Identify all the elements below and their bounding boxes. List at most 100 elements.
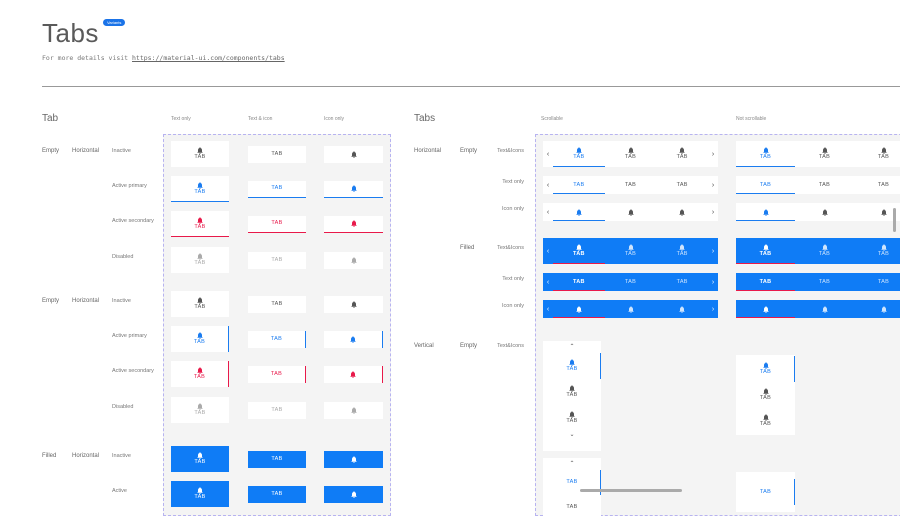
- tab-both-active[interactable]: TAB: [171, 481, 229, 507]
- tab-both-active-secondary[interactable]: TAB: [171, 211, 229, 237]
- chevron-right-icon[interactable]: ›: [711, 150, 715, 158]
- tab[interactable]: TAB: [795, 238, 854, 264]
- docs-link[interactable]: https://material-ui.com/components/tabs: [132, 54, 285, 62]
- tab[interactable]: TAB: [854, 273, 900, 291]
- tab-icon-inactive[interactable]: [324, 295, 383, 313]
- tab[interactable]: TAB: [795, 273, 854, 291]
- bell-icon: [821, 305, 828, 313]
- tab[interactable]: TAB: [553, 141, 605, 167]
- tab[interactable]: [854, 203, 900, 221]
- bell-icon: [350, 370, 356, 378]
- tab[interactable]: TAB: [656, 176, 708, 194]
- tab-both-disabled[interactable]: TAB: [171, 247, 229, 273]
- tab-text-active[interactable]: TAB: [248, 485, 306, 503]
- tab[interactable]: [795, 203, 854, 221]
- tab[interactable]: TAB: [543, 495, 601, 520]
- tab[interactable]: TAB: [553, 238, 605, 264]
- tab[interactable]: TAB: [736, 176, 795, 194]
- tab[interactable]: TAB: [736, 479, 795, 505]
- tab-text-active-primary[interactable]: TAB: [248, 330, 306, 348]
- tab[interactable]: TAB: [656, 141, 708, 167]
- tab[interactable]: [854, 300, 900, 318]
- tab[interactable]: [736, 300, 795, 318]
- chevron-left-icon[interactable]: ‹: [546, 208, 550, 216]
- tab-icon-active-primary[interactable]: [324, 180, 383, 198]
- tab[interactable]: TAB: [543, 379, 601, 405]
- tab[interactable]: TAB: [854, 238, 900, 264]
- tab[interactable]: TAB: [553, 176, 605, 194]
- tab[interactable]: TAB: [543, 353, 601, 379]
- vertical-scrollbar[interactable]: [893, 208, 896, 232]
- horizontal-scrollbar[interactable]: [580, 489, 682, 492]
- chevron-left-icon[interactable]: ‹: [546, 278, 550, 286]
- tab[interactable]: TAB: [543, 469, 601, 495]
- tab-label: TAB: [566, 366, 578, 372]
- chevron-up-icon[interactable]: ⌃: [569, 461, 575, 467]
- tab[interactable]: TAB: [605, 238, 657, 264]
- tab-both-inactive[interactable]: TAB: [171, 446, 229, 472]
- tab-both-inactive[interactable]: TAB: [171, 291, 229, 317]
- chevron-left-icon[interactable]: ‹: [546, 305, 550, 313]
- tab-icon-disabled[interactable]: [324, 401, 383, 419]
- page-subtitle: For more details visit https://material-…: [42, 54, 285, 62]
- tab-both-active-secondary[interactable]: TAB: [171, 361, 229, 387]
- chevron-left-icon[interactable]: ‹: [546, 150, 550, 158]
- tab[interactable]: TAB: [854, 141, 900, 167]
- tab[interactable]: [736, 203, 795, 221]
- tab-both-disabled[interactable]: TAB: [171, 397, 229, 423]
- tab-icon-active-secondary[interactable]: [324, 215, 383, 233]
- tab[interactable]: TAB: [736, 273, 795, 291]
- tab-icon-active[interactable]: [324, 485, 383, 503]
- tab[interactable]: TAB: [736, 356, 795, 382]
- chevron-left-icon[interactable]: ‹: [546, 247, 550, 255]
- tab-section-title: Tab: [42, 113, 59, 124]
- tab-both-inactive[interactable]: TAB: [171, 141, 229, 167]
- chevron-left-icon[interactable]: ‹: [546, 181, 550, 189]
- tab-label: TAB: [566, 392, 578, 398]
- tab[interactable]: [656, 203, 708, 221]
- chevron-right-icon[interactable]: ›: [711, 208, 715, 216]
- tab-icon-active-primary[interactable]: [324, 330, 383, 348]
- tab[interactable]: TAB: [736, 382, 795, 408]
- tab[interactable]: TAB: [736, 408, 795, 434]
- tab[interactable]: TAB: [605, 176, 657, 194]
- tab[interactable]: TAB: [605, 273, 657, 291]
- tab[interactable]: TAB: [854, 176, 900, 194]
- tab-both-active-primary[interactable]: TAB: [171, 176, 229, 202]
- chevron-down-icon[interactable]: ⌄: [569, 432, 575, 438]
- tab-text-disabled[interactable]: TAB: [248, 251, 306, 269]
- tab[interactable]: TAB: [656, 238, 708, 264]
- tab[interactable]: TAB: [736, 238, 795, 264]
- tab-icon-inactive[interactable]: [324, 450, 383, 468]
- tab[interactable]: [605, 300, 657, 318]
- tab-text-active-secondary[interactable]: TAB: [248, 215, 306, 233]
- tab[interactable]: [553, 300, 605, 318]
- chevron-right-icon[interactable]: ›: [711, 278, 715, 286]
- tab[interactable]: TAB: [605, 141, 657, 167]
- tab[interactable]: [795, 300, 854, 318]
- tab[interactable]: [656, 300, 708, 318]
- tab[interactable]: TAB: [543, 405, 601, 431]
- chevron-right-icon[interactable]: ›: [711, 305, 715, 313]
- chevron-right-icon[interactable]: ›: [711, 247, 715, 255]
- tab-both-active-primary[interactable]: TAB: [171, 326, 229, 352]
- bell-icon: [762, 208, 769, 216]
- tab[interactable]: TAB: [795, 176, 854, 194]
- tab-text-active-secondary[interactable]: TAB: [248, 365, 306, 383]
- tab[interactable]: [553, 203, 605, 221]
- tab[interactable]: TAB: [656, 273, 708, 291]
- tab-text-inactive[interactable]: TAB: [248, 450, 306, 468]
- chevron-up-icon[interactable]: ⌃: [569, 344, 575, 350]
- tab[interactable]: [605, 203, 657, 221]
- tab[interactable]: TAB: [553, 273, 605, 291]
- tab[interactable]: TAB: [795, 141, 854, 167]
- tab[interactable]: TAB: [736, 141, 795, 167]
- tab-icon-active-secondary[interactable]: [324, 365, 383, 383]
- tab-text-disabled[interactable]: TAB: [248, 401, 306, 419]
- tab-icon-disabled[interactable]: [324, 251, 383, 269]
- tab-text-inactive[interactable]: TAB: [248, 145, 306, 163]
- tab-text-inactive[interactable]: TAB: [248, 295, 306, 313]
- chevron-right-icon[interactable]: ›: [711, 181, 715, 189]
- tab-text-active-primary[interactable]: TAB: [248, 180, 306, 198]
- tab-icon-inactive[interactable]: [324, 145, 383, 163]
